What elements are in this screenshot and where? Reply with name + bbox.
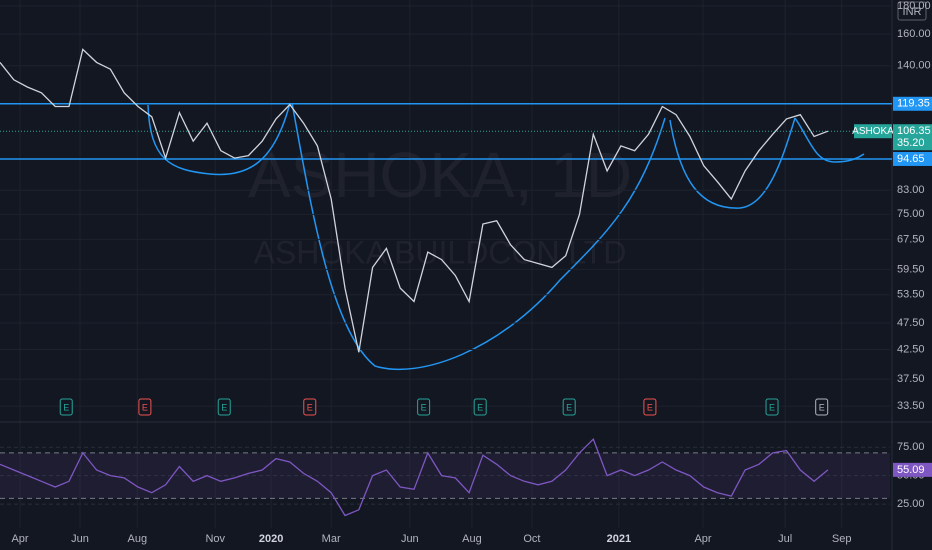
x-tick-label: 2021 [607, 533, 631, 545]
x-tick-label: Apr [11, 533, 28, 545]
symbol-box [854, 124, 892, 139]
series-line [0, 438, 829, 517]
y-tick-label: 53.50 [897, 289, 925, 301]
watermark-subtitle: ASHOKA BUILDCON LTD [254, 234, 627, 270]
event-marker [59, 398, 73, 416]
event-label: E [769, 402, 775, 412]
event-label: E [647, 402, 653, 412]
x-tick-label: Oct [523, 533, 540, 545]
event-label: E [819, 402, 825, 412]
event-label: E [477, 402, 483, 412]
last-value-label: 55.09 [897, 464, 925, 476]
y-tick-label: 37.50 [897, 373, 925, 385]
level-label: 119.35 [897, 98, 930, 110]
y-tick-label: 33.50 [897, 400, 925, 412]
y-tick-label: 25.00 [897, 498, 925, 510]
event-marker [815, 398, 829, 416]
last-value-label: 106.35 [897, 125, 931, 137]
x-tick-label: Sep [832, 533, 852, 545]
cup-left [147, 102, 291, 176]
handle [794, 117, 865, 163]
currency: INR [903, 6, 922, 18]
last-value-box [893, 124, 932, 151]
symbol-label: ASHOKA [852, 126, 894, 137]
event-label: E [221, 402, 227, 412]
x-tick-label: Aug [462, 533, 482, 545]
event-marker [765, 398, 779, 416]
last-value-box [893, 462, 932, 477]
x-tick-label: Nov [205, 533, 225, 545]
x-tick-label: Apr [694, 533, 711, 545]
change-label: 35.20 [897, 137, 925, 149]
y-tick-label: 83.00 [897, 184, 925, 196]
level-label: 94.65 [897, 153, 925, 165]
level-label-box [893, 96, 932, 111]
event-marker [217, 398, 231, 416]
x-tick-label: Jun [71, 533, 89, 545]
event-label: E [566, 402, 572, 412]
watermark: ASHOKA, 1D [248, 139, 632, 211]
series-line [0, 48, 829, 353]
y-tick-label: 42.50 [897, 343, 925, 355]
y-tick-label: 47.50 [897, 317, 925, 329]
y-tick-label: 59.50 [897, 263, 925, 275]
y-tick-label: 140.00 [897, 60, 931, 72]
event-marker [643, 398, 657, 416]
event-label: E [63, 402, 69, 412]
event-marker [562, 398, 576, 416]
y-tick-label: 75.00 [897, 208, 925, 220]
x-tick-label: Jul [778, 533, 792, 545]
y-tick-label: 67.50 [897, 233, 925, 245]
level-label-box [893, 151, 932, 166]
y-tick-label: 160.00 [897, 28, 931, 40]
event-marker [417, 398, 431, 416]
currency-box [897, 1, 927, 21]
y-tick-label: 75.00 [897, 441, 925, 453]
event-label: E [307, 402, 313, 412]
event-label: E [142, 402, 148, 412]
x-tick-label: Aug [128, 533, 148, 545]
cup-right [669, 117, 796, 209]
event-label: E [421, 402, 427, 412]
x-tick-label: 2020 [259, 533, 283, 545]
event-marker [138, 398, 152, 416]
y-tick-label: 180.00 [897, 0, 931, 12]
x-tick-label: Jun [401, 533, 419, 545]
x-tick-label: Mar [322, 533, 341, 545]
event-marker [473, 398, 487, 416]
event-marker [303, 398, 317, 416]
